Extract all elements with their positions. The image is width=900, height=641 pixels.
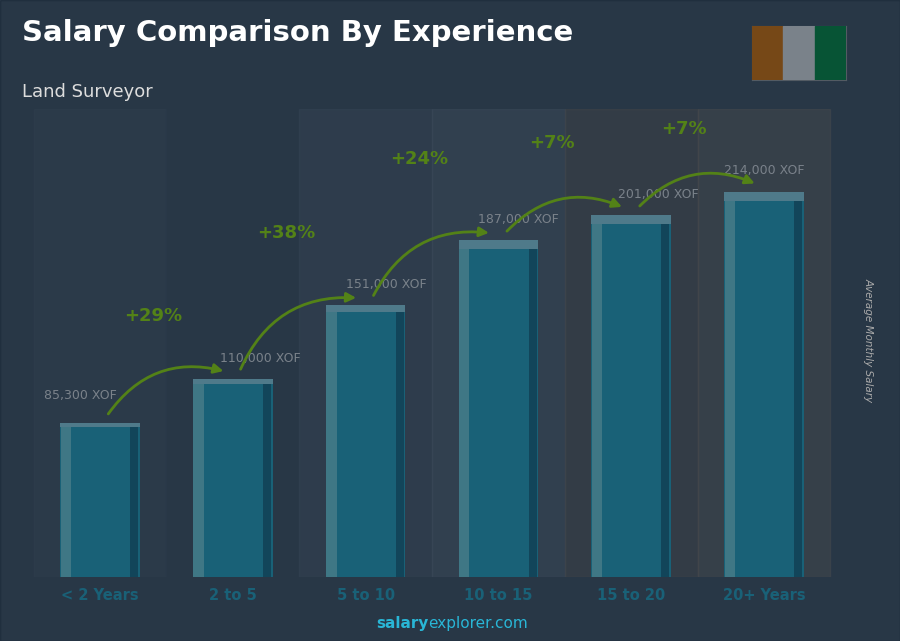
Bar [33,109,166,577]
Text: +29%: +29% [124,307,182,325]
Text: 214,000 XOF: 214,000 XOF [724,164,805,178]
Bar [60,424,71,577]
Text: salary: salary [376,617,428,631]
Bar [662,215,670,577]
Text: +24%: +24% [390,151,448,169]
Text: Land Surveyor: Land Surveyor [22,83,153,101]
Text: +7%: +7% [528,134,574,152]
Bar [591,215,671,577]
Bar [130,424,139,577]
Bar [724,192,804,577]
Bar [459,240,538,577]
Text: +38%: +38% [256,224,315,242]
Bar [459,240,538,249]
Bar [698,109,831,577]
Bar [459,240,469,577]
Bar [326,305,405,577]
Bar [814,26,846,80]
Bar [193,379,273,384]
Bar [432,109,565,577]
Text: 110,000 XOF: 110,000 XOF [220,351,301,365]
Text: 85,300 XOF: 85,300 XOF [44,389,117,402]
Bar [565,109,698,577]
Bar [528,240,536,577]
Bar [299,109,432,577]
Text: Average Monthly Salary: Average Monthly Salary [863,278,874,402]
Bar [193,379,273,577]
Text: Salary Comparison By Experience: Salary Comparison By Experience [22,19,574,47]
Text: +7%: +7% [662,120,707,138]
Bar [60,424,140,427]
Bar [724,192,804,201]
Bar [166,109,299,577]
Bar [794,192,802,577]
Bar [724,192,735,577]
Bar [194,379,203,577]
Bar [591,215,671,224]
Text: 187,000 XOF: 187,000 XOF [479,213,559,226]
Text: 201,000 XOF: 201,000 XOF [618,188,698,201]
Bar [263,379,271,577]
Text: 151,000 XOF: 151,000 XOF [346,278,427,291]
Bar [396,305,404,577]
Bar [783,26,814,80]
Bar [591,215,602,577]
Bar [60,424,140,577]
Bar [752,26,783,80]
Text: explorer.com: explorer.com [428,617,528,631]
Bar [326,305,337,577]
Bar [326,305,405,312]
